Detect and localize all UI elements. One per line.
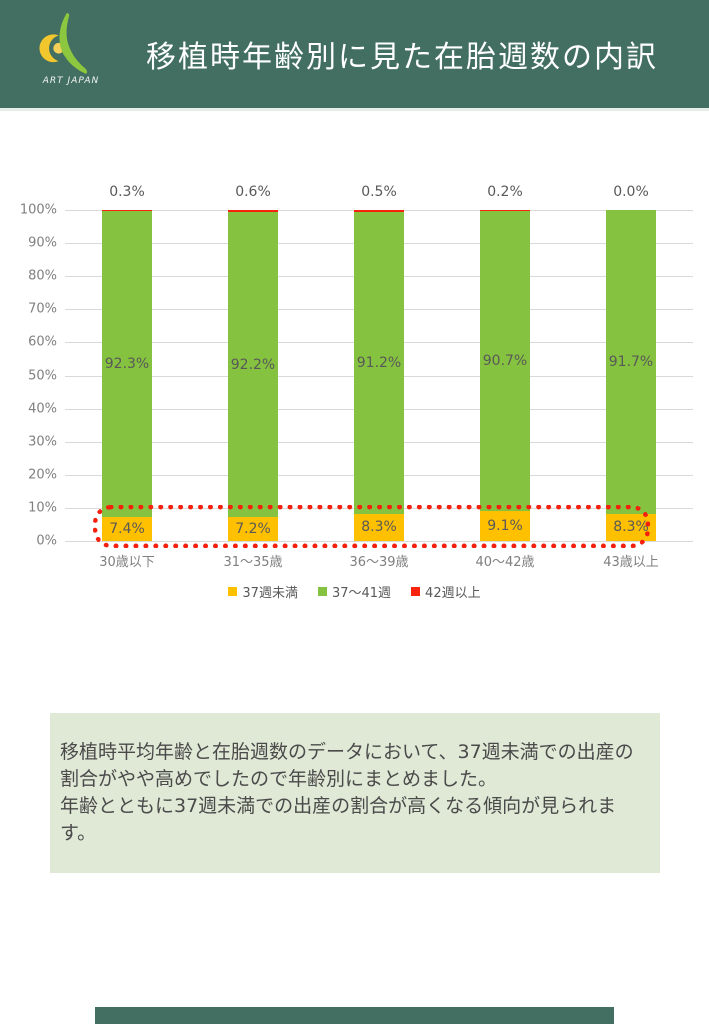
bar-top-value-label: 0.2% xyxy=(487,184,523,200)
y-axis-tick: 90% xyxy=(28,235,57,251)
legend-label: 42週以上 xyxy=(425,586,481,601)
plot-area: 100% 90% 80% 70% 60% 50% 40% 30% 20% 10% 0% 7.4% 92.… xyxy=(20,184,693,570)
y-axis-tick: 0% xyxy=(36,533,57,549)
segment-42週以上 xyxy=(480,210,530,211)
legend-swatch-icon xyxy=(411,587,421,596)
y-axis-tick: 10% xyxy=(28,500,57,516)
segment-37〜41週: 90.7% xyxy=(480,211,530,511)
segment-value-label: 9.1% xyxy=(487,517,523,534)
x-axis-category-label: 36〜39歳 xyxy=(349,555,409,570)
x-axis-category-label: 43歳以上 xyxy=(603,555,659,570)
page-title: 移植時年齢別に見た在胎週数の内訳 xyxy=(146,40,658,75)
y-axis-tick: 70% xyxy=(28,301,57,317)
header-bar: ART JAPAN 移植時年齢別に見た在胎週数の内訳 xyxy=(0,0,709,108)
legend-swatch-icon xyxy=(317,587,327,596)
bar-top-value-label: 0.5% xyxy=(361,184,397,200)
legend-item-42週以上: 42週以上 xyxy=(411,582,481,601)
stacked-bar-chart: 100% 90% 80% 70% 60% 50% 40% 30% 20% 10% 0% 7.4% 92.… xyxy=(0,130,709,601)
segment-value-label: 92.2% xyxy=(230,356,276,373)
segment-value-label: 8.3% xyxy=(361,519,397,536)
segment-value-label: 91.7% xyxy=(608,353,654,370)
segment-value-label: 91.2% xyxy=(356,354,402,371)
highlight-dotted-outline xyxy=(93,505,650,548)
bar-top-value-label: 0.0% xyxy=(613,184,649,200)
segment-value-label: 92.3% xyxy=(104,355,150,372)
segment-37〜41週: 91.2% xyxy=(354,211,404,514)
y-axis-tick: 60% xyxy=(28,334,57,350)
segment-37〜41週: 92.2% xyxy=(228,212,278,518)
bar-top-value-label: 0.3% xyxy=(109,184,145,200)
y-axis-tick: 40% xyxy=(28,401,57,417)
bar-31〜35歳: 7.2% 92.2% xyxy=(228,210,278,541)
segment-37〜41週: 91.7% xyxy=(606,210,656,514)
x-axis-category-label: 40〜42歳 xyxy=(475,555,535,570)
y-axis-tick: 30% xyxy=(28,434,57,450)
legend-label: 37〜41週 xyxy=(331,586,392,601)
y-axis-tick: 100% xyxy=(19,202,57,218)
chart-legend: 37週未満 37〜41週 42週以上 xyxy=(0,582,709,601)
segment-37週未満: 9.1% xyxy=(480,510,530,541)
segment-42週以上 xyxy=(354,210,404,212)
segment-42週以上 xyxy=(102,210,152,212)
segment-37〜41週: 92.3% xyxy=(102,211,152,517)
segment-value-label: 90.7% xyxy=(482,352,528,369)
segment-42週以上 xyxy=(228,210,278,212)
gridline xyxy=(65,541,693,542)
legend-item-37〜41週: 37〜41週 xyxy=(317,582,392,601)
note-box: 移植時平均年齢と在胎週数のデータにおいて、37週未満での出産の割合がやや高めでし… xyxy=(50,713,660,873)
bar-43歳以上: 8.3% 91.7% xyxy=(606,210,656,541)
y-axis-tick: 20% xyxy=(28,467,57,483)
bar-36〜39歳: 8.3% 91.2% xyxy=(354,210,404,541)
bar-40〜42歳: 9.1% 90.7% xyxy=(480,210,530,541)
footer-bar xyxy=(95,1007,614,1024)
y-axis-tick: 50% xyxy=(28,368,57,384)
logo-mark-icon xyxy=(39,13,88,74)
legend-label: 37週未満 xyxy=(242,586,298,601)
bar-30歳以下: 7.4% 92.3% xyxy=(102,210,152,541)
segment-value-label: 7.2% xyxy=(235,521,271,538)
logo-brand-text: ART JAPAN xyxy=(42,76,100,86)
segment-37週未満: 7.2% xyxy=(228,517,278,541)
y-axis-tick: 80% xyxy=(28,268,57,284)
x-axis-category-label: 30歳以下 xyxy=(99,555,155,570)
segment-value-label: 7.4% xyxy=(109,520,145,537)
legend-item-37週未満: 37週未満 xyxy=(228,582,298,601)
legend-swatch-icon xyxy=(228,587,238,596)
segment-37週未満: 8.3% xyxy=(354,513,404,541)
note-paragraph-2: 年齢とともに37週未満での出産の割合が高くなる傾向が見られます。 xyxy=(60,795,617,844)
header-underline xyxy=(0,108,709,111)
x-axis-category-label: 31〜35歳 xyxy=(223,555,283,570)
bar-top-value-label: 0.6% xyxy=(235,184,271,200)
note-paragraph-1: 移植時平均年齢と在胎週数のデータにおいて、37週未満での出産の割合がやや高めでし… xyxy=(60,741,634,790)
art-japan-logo: ART JAPAN xyxy=(26,10,116,100)
